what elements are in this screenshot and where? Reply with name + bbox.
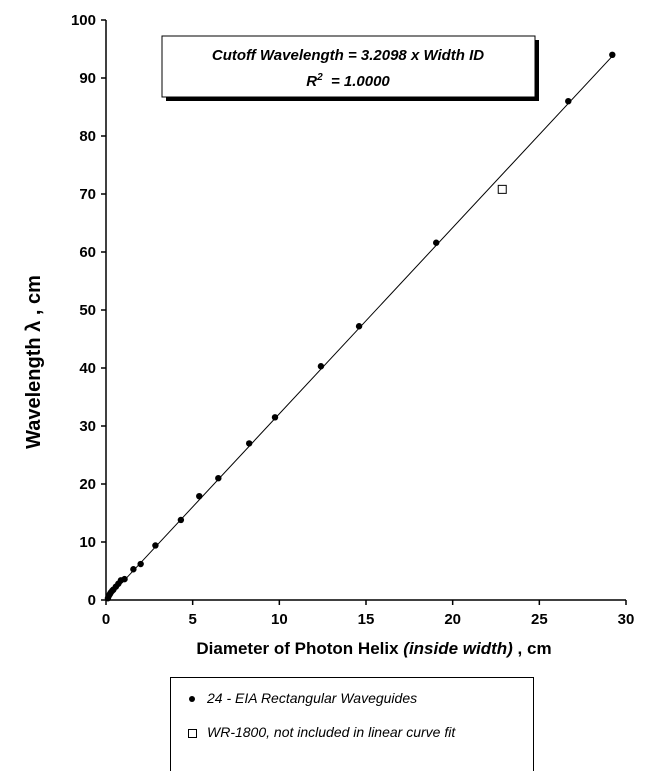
x-tick-label: 15 xyxy=(358,611,375,628)
data-point xyxy=(565,98,572,105)
y-tick-label: 30 xyxy=(79,418,96,435)
data-point xyxy=(245,440,253,447)
equation-line-2: R2 = 1.0000 xyxy=(306,72,390,90)
data-point-excluded xyxy=(497,184,507,194)
x-axis-title-main: Diameter of Photon Helix xyxy=(196,639,403,658)
y-tick-label: 80 xyxy=(79,128,96,145)
y-tick-label: 20 xyxy=(79,476,96,493)
data-point xyxy=(215,475,222,482)
data-point xyxy=(271,414,279,421)
data-point xyxy=(177,516,185,524)
r-squared-value: = 1.0000 xyxy=(323,73,391,90)
data-point xyxy=(317,363,325,370)
data-point xyxy=(609,51,616,58)
x-tick-label: 20 xyxy=(444,611,461,628)
x-tick-label: 30 xyxy=(618,611,635,628)
y-tick-label: 90 xyxy=(79,70,96,87)
legend-item-wr1800: WR-1800, not included in linear curve fi… xyxy=(185,724,455,740)
data-point xyxy=(121,575,128,583)
plot-frame xyxy=(105,20,626,601)
y-tick-label: 70 xyxy=(79,186,96,203)
data-point xyxy=(152,542,159,549)
x-tick-label: 10 xyxy=(271,611,288,628)
y-ticks: 0 10 20 30 40 50 60 70 80 90 100 xyxy=(71,12,106,609)
equation-line-1: Cutoff Wavelength = 3.2098 x Width ID xyxy=(212,47,484,64)
x-ticks: 0 5 10 15 20 25 30 xyxy=(102,600,635,628)
y-tick-label: 100 xyxy=(71,12,96,29)
legend-item-waveguides: 24 - EIA Rectangular Waveguides xyxy=(185,690,417,706)
y-axis-title: Wavelength λ , cm xyxy=(23,275,45,449)
y-tick-label: 40 xyxy=(79,360,96,377)
x-axis-title-italic: (inside width) xyxy=(403,639,513,658)
data-points xyxy=(104,51,616,602)
y-tick-label: 60 xyxy=(79,244,96,261)
y-tick-label: 0 xyxy=(88,592,96,609)
r-squared-superscript: 2 xyxy=(316,72,323,83)
x-tick-label: 5 xyxy=(188,611,196,628)
legend-square-marker xyxy=(185,724,199,740)
y-tick-label: 50 xyxy=(79,302,96,319)
x-tick-label: 25 xyxy=(531,611,548,628)
data-point xyxy=(137,560,144,568)
r-squared-symbol: R xyxy=(306,73,317,90)
chart: 0 10 20 30 40 50 60 70 80 90 100 0 5 10 15 20 25 30 Cuto… xyxy=(23,12,635,658)
data-point xyxy=(433,239,440,246)
legend-label-wr1800: WR-1800, not included in linear curve fi… xyxy=(207,724,456,740)
x-axis-title: Diameter of Photon Helix (inside width) … xyxy=(196,639,551,658)
legend-dot-marker xyxy=(185,690,199,706)
data-point xyxy=(130,566,137,573)
legend-label-waveguides: 24 - EIA Rectangular Waveguides xyxy=(207,690,418,706)
data-point xyxy=(355,323,363,330)
legend: 24 - EIA Rectangular Waveguides WR-1800,… xyxy=(170,677,534,771)
x-axis-title-unit: , cm xyxy=(513,639,552,658)
y-tick-label: 10 xyxy=(79,534,96,551)
x-tick-label: 0 xyxy=(102,611,110,628)
equation-box: Cutoff Wavelength = 3.2098 x Width ID R2… xyxy=(161,35,539,101)
data-point xyxy=(196,492,203,500)
